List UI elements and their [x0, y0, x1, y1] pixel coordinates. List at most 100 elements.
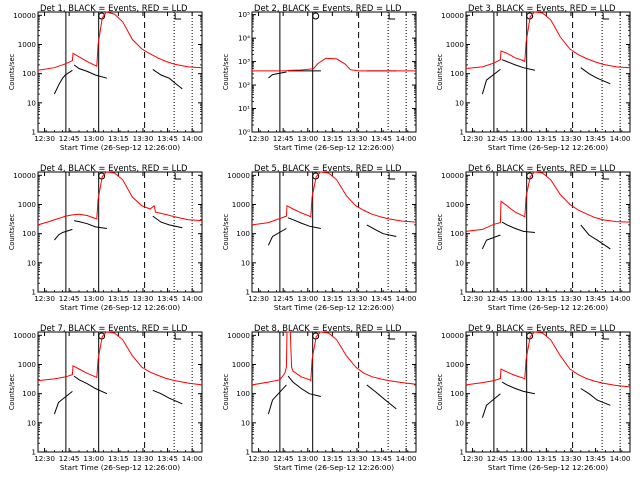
- x-tick-label: 12:30: [34, 134, 55, 143]
- x-tick-label: 14:00: [396, 134, 417, 143]
- x-tick-label: 12:30: [34, 294, 55, 303]
- y-tick-label: 10000: [441, 331, 464, 340]
- x-axis-label: Start Time (26-Sep-12 12:26:00): [488, 303, 608, 312]
- x-tick-label: 14:00: [182, 454, 203, 463]
- y-tick-label: 1: [31, 288, 36, 297]
- plot-frame: [465, 331, 631, 453]
- panel-title: Det 1, BLACK = Events, RED = LLD: [40, 3, 187, 13]
- corner-marker-icon: [388, 173, 396, 180]
- x-tick-label: 13:00: [511, 134, 532, 143]
- events-series-segment: [268, 71, 287, 79]
- y-tick-label: 1: [31, 128, 36, 137]
- x-axis-label: Start Time (26-Sep-12 12:26:00): [488, 143, 608, 152]
- x-tick-label: 12:30: [462, 294, 483, 303]
- y-tick-label: 100: [236, 389, 250, 398]
- x-axis-label: Start Time (26-Sep-12 12:26:00): [60, 303, 180, 312]
- events-series-segment: [74, 220, 107, 229]
- y-tick-label: 1: [31, 448, 36, 457]
- events-series-segment: [267, 384, 287, 415]
- detector-panel: Det 5, BLACK = Events, RED = LLD 1 10 100 10…: [222, 163, 417, 312]
- x-tick-label: 12:45: [273, 454, 294, 463]
- x-tick-label: 14:00: [396, 454, 417, 463]
- x-tick-label: 13:00: [83, 454, 104, 463]
- detector-panel: Det 8, BLACK = Events, RED = LLD 1 10 100 10…: [222, 323, 417, 472]
- x-tick-label: 13:30: [561, 454, 582, 463]
- detector-panel: Det 3, BLACK = Events, RED = LLD 1 10 100 10…: [436, 3, 631, 152]
- x-tick-label: 13:45: [585, 294, 606, 303]
- y-tick-label: 10: [241, 258, 251, 267]
- y-tick-label: 10000: [13, 11, 36, 20]
- x-axis-label: Start Time (26-Sep-12 12:26:00): [274, 303, 394, 312]
- y-axis-label: Counts/sec: [8, 53, 16, 90]
- x-tick-label: 12:45: [487, 134, 508, 143]
- y-tick-label: 1: [245, 288, 250, 297]
- x-tick-label: 13:45: [585, 134, 606, 143]
- x-axis-label: Start Time (26-Sep-12 12:26:00): [60, 463, 180, 472]
- events-series-segment: [152, 389, 183, 405]
- x-tick-label: 13:30: [347, 454, 368, 463]
- x-tick-label: 13:00: [297, 454, 318, 463]
- x-tick-label: 12:30: [248, 294, 269, 303]
- x-tick-label: 14:00: [610, 294, 631, 303]
- events-series-segment: [366, 384, 397, 410]
- detector-panel: Det 4, BLACK = Events, RED = LLD 1 10 100 10…: [8, 163, 203, 312]
- x-tick-label: 13:45: [157, 294, 178, 303]
- x-axis-label: Start Time (26-Sep-12 12:26:00): [60, 143, 180, 152]
- x-tick-label: 12:45: [273, 294, 294, 303]
- y-tick-label: 10²: [238, 81, 250, 90]
- x-tick-label: 13:15: [536, 454, 557, 463]
- lld-series-line: [252, 57, 416, 72]
- x-tick-label: 13:15: [322, 134, 343, 143]
- events-series-segment: [73, 64, 108, 79]
- y-tick-label: 10⁵: [238, 10, 250, 19]
- events-series-segment: [54, 228, 73, 241]
- x-tick-label: 13:15: [108, 454, 129, 463]
- corner-marker-icon: [174, 13, 182, 20]
- events-series-segment: [580, 224, 611, 250]
- panel-title: Det 3, BLACK = Events, RED = LLD: [468, 3, 615, 13]
- events-series-segment: [580, 388, 611, 406]
- y-tick-label: 10000: [441, 11, 464, 20]
- x-tick-label: 13:45: [371, 134, 392, 143]
- y-tick-label: 1000: [18, 40, 37, 49]
- detector-panel: Det 2, BLACK = Events, RED = LLD 10⁰ 10¹ 10…: [222, 3, 417, 152]
- x-tick-label: 14:00: [182, 134, 203, 143]
- lld-series-line: [37, 171, 203, 226]
- x-tick-label: 12:30: [34, 454, 55, 463]
- x-tick-label: 13:30: [561, 294, 582, 303]
- y-tick-label: 10: [455, 418, 465, 427]
- x-axis-label: Start Time (26-Sep-12 12:26:00): [274, 463, 394, 472]
- y-tick-label: 100: [22, 69, 36, 78]
- y-tick-label: 10: [455, 258, 465, 267]
- x-tick-label: 13:15: [536, 294, 557, 303]
- y-tick-label: 100: [22, 389, 36, 398]
- x-tick-label: 14:00: [396, 294, 417, 303]
- detector-panel: Det 7, BLACK = Events, RED = LLD 1 10 100 10…: [8, 323, 203, 472]
- x-axis-label: Start Time (26-Sep-12 12:26:00): [274, 143, 394, 152]
- y-axis-label: Counts/sec: [8, 373, 16, 410]
- x-tick-label: 13:15: [322, 294, 343, 303]
- corner-marker-icon: [174, 173, 182, 180]
- events-series-segment: [73, 375, 108, 395]
- x-tick-label: 13:30: [561, 134, 582, 143]
- y-tick-label: 1000: [18, 200, 37, 209]
- y-tick-label: 10: [27, 98, 37, 107]
- y-axis-label: Counts/sec: [222, 373, 230, 410]
- panel-title: Det 8, BLACK = Events, RED = LLD: [254, 323, 401, 333]
- y-tick-label: 100: [236, 229, 250, 238]
- events-series-segment: [152, 215, 183, 229]
- corner-marker-icon: [602, 13, 610, 20]
- x-tick-label: 13:00: [511, 454, 532, 463]
- x-tick-label: 14:00: [610, 134, 631, 143]
- y-axis-label: Counts/sec: [222, 53, 230, 90]
- x-tick-label: 14:00: [610, 454, 631, 463]
- lld-series-line: [37, 331, 203, 386]
- y-tick-label: 1: [245, 448, 250, 457]
- lld-series-line: [465, 171, 631, 232]
- panel-title: Det 9, BLACK = Events, RED = LLD: [468, 323, 615, 333]
- plot-frame: [37, 11, 203, 133]
- plot-frame: [251, 11, 417, 133]
- events-series-segment: [53, 391, 73, 415]
- events-series-segment: [287, 217, 321, 229]
